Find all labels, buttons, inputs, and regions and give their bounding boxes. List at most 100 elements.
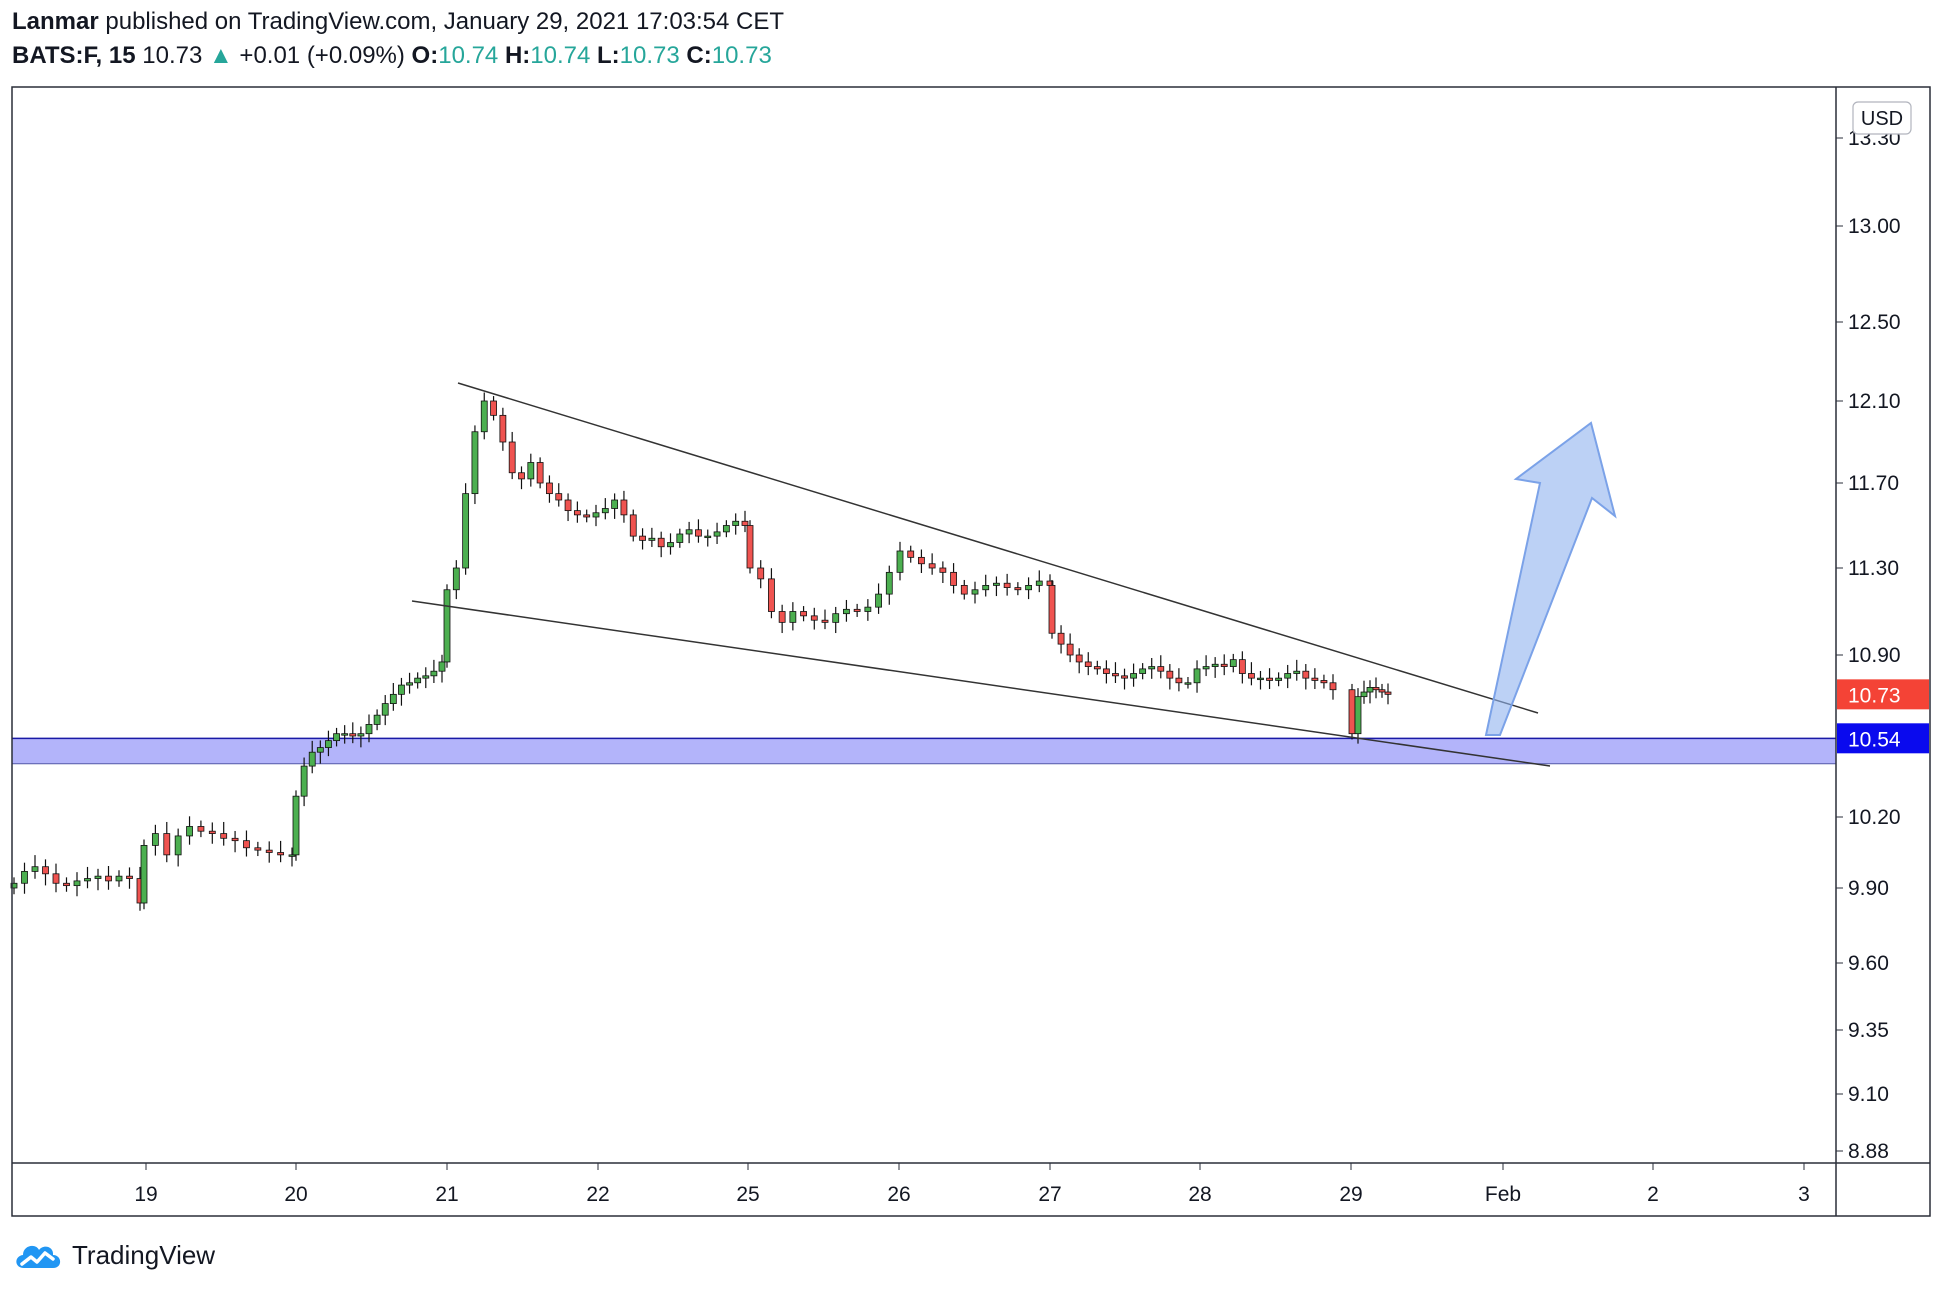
candle[interactable] [422,667,430,689]
candle[interactable] [163,821,171,863]
candle[interactable] [657,531,665,558]
candle[interactable] [1193,660,1201,693]
candle[interactable] [757,560,765,589]
candle[interactable] [611,493,619,519]
candle[interactable] [84,866,91,889]
candle[interactable] [63,877,70,892]
candle[interactable] [220,821,228,846]
candle[interactable] [357,726,365,748]
candle[interactable] [741,510,749,533]
candle[interactable] [243,830,250,857]
candle[interactable] [971,581,979,604]
lower-trendline[interactable] [411,600,1551,767]
candle[interactable] [10,877,18,895]
candle[interactable] [939,561,947,584]
candle[interactable] [1302,664,1310,690]
candle[interactable] [1075,648,1083,674]
candle[interactable] [438,654,446,683]
candle[interactable] [527,453,535,487]
candle[interactable] [918,549,925,574]
candle[interactable] [1148,658,1156,679]
candle[interactable] [115,870,123,887]
candle[interactable] [430,659,438,684]
candle[interactable] [546,475,553,503]
candle[interactable] [564,493,572,522]
candle[interactable] [639,528,646,550]
candle[interactable] [1084,652,1092,676]
candle[interactable] [231,830,239,853]
candle[interactable] [277,840,285,863]
candle[interactable] [1048,579,1056,639]
candle[interactable] [1354,688,1362,744]
candle[interactable] [982,574,990,597]
candle[interactable] [452,560,460,600]
candle[interactable] [1360,680,1368,704]
upper-trendline[interactable] [457,382,1539,714]
candle[interactable] [300,757,308,807]
currency-button[interactable]: USD [1852,101,1912,135]
candle[interactable] [704,529,712,547]
candle[interactable] [398,677,405,706]
candle[interactable] [499,407,507,451]
candle[interactable] [1257,670,1264,690]
candle[interactable] [292,790,300,861]
candle[interactable] [1211,657,1219,678]
author-name[interactable]: Lanmar [12,8,99,35]
candle[interactable] [1220,654,1228,676]
candle[interactable] [518,466,525,490]
candle[interactable] [746,520,754,574]
candle[interactable] [685,521,693,544]
candle[interactable] [325,730,332,757]
candle[interactable] [389,683,397,711]
candle[interactable] [1130,663,1137,687]
candle[interactable] [1112,662,1119,684]
candle[interactable] [365,714,373,743]
candle[interactable] [265,841,273,863]
candle[interactable] [1311,668,1319,690]
candle[interactable] [885,565,893,605]
candle[interactable] [960,579,968,600]
candle[interactable] [1184,676,1192,689]
candle[interactable] [151,824,159,856]
candle[interactable] [42,859,49,886]
candle[interactable] [592,504,600,527]
candle[interactable] [1378,683,1386,698]
candle[interactable] [789,602,797,631]
candle[interactable] [732,513,740,535]
candle[interactable] [462,483,470,575]
candle[interactable] [1238,651,1246,684]
candle[interactable] [629,509,637,542]
breakout-arrow[interactable] [1484,421,1617,736]
candle[interactable] [722,520,730,538]
candle[interactable] [490,396,497,421]
candle[interactable] [1166,664,1174,690]
candle[interactable] [316,740,324,764]
candle[interactable] [52,863,60,893]
candle[interactable] [907,545,915,563]
candle[interactable] [821,609,829,630]
candle[interactable] [667,533,674,555]
candle[interactable] [186,816,193,845]
candle[interactable] [713,522,721,544]
candle[interactable] [373,709,381,731]
candle[interactable] [1293,659,1301,681]
support-zone[interactable] [12,738,1836,764]
candle[interactable] [1372,677,1380,699]
candle[interactable] [1139,663,1147,680]
candle[interactable] [1093,660,1101,675]
candle[interactable] [928,553,936,575]
candle[interactable] [1284,664,1292,689]
tradingview-logo[interactable]: TradingView [12,1238,215,1272]
candle[interactable] [406,672,413,694]
candle[interactable] [1384,683,1392,705]
candle[interactable] [676,528,684,548]
candle[interactable] [1275,672,1283,687]
candle[interactable] [875,583,882,614]
candle[interactable] [601,498,609,520]
candle[interactable] [583,509,591,523]
candle[interactable] [208,822,216,844]
candle[interactable] [1329,674,1337,700]
candle[interactable] [993,576,1000,597]
candle[interactable] [254,841,262,857]
candle[interactable] [349,722,357,744]
